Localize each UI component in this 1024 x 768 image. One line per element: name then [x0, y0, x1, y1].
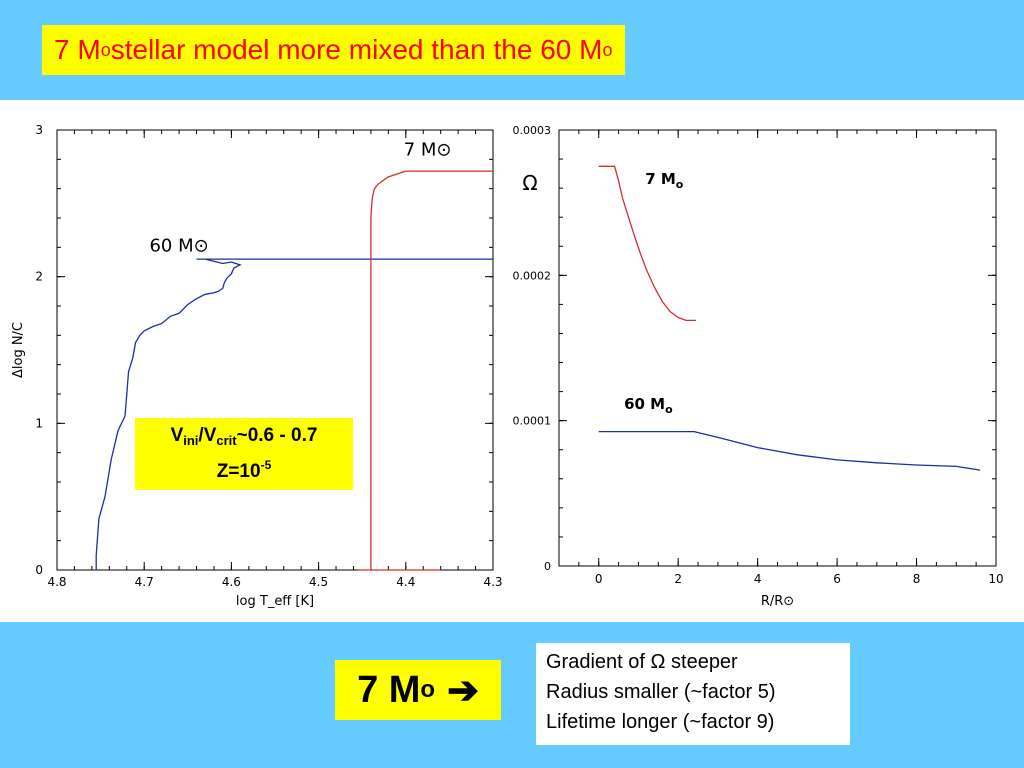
velocity-range: ~0.6 - 0.7 — [236, 425, 318, 446]
metallicity-base: Z=10 — [216, 461, 261, 482]
y-tick-label: 1 — [35, 416, 43, 430]
y-axis-label: Δlog N/C — [11, 322, 26, 378]
series-line — [357, 170, 493, 571]
y-tick-label: 0 — [35, 563, 43, 577]
label-7-mo: 7 Mo — [645, 170, 684, 191]
series-line — [95, 258, 493, 570]
notes-box: Gradient of Ω steeper Radius smaller (~f… — [536, 643, 850, 745]
x-tick-label: 4.5 — [309, 575, 328, 589]
x-axis-label: log T_eff [K] — [236, 594, 314, 609]
note-radius: Radius smaller (~factor 5) — [546, 681, 776, 703]
x-tick-label: 10 — [988, 572, 1003, 586]
x-tick-label: 4.3 — [483, 575, 502, 589]
x-tick-label: 4 — [754, 572, 762, 586]
x-tick-label: 2 — [674, 572, 682, 586]
series-line — [598, 430, 981, 471]
y-tick-label: 0.0003 — [513, 124, 552, 137]
y-tick-label: 3 — [35, 123, 43, 137]
mass-label: 7 M — [357, 668, 421, 711]
y-tick-label: 2 — [35, 270, 43, 284]
x-tick-label: 4.8 — [47, 575, 66, 589]
x-axis-label: R/R⊙ — [761, 594, 794, 609]
chart-panel: 4.8 4.7 4.6 4.5 4.4 4.3 0 1 2 3 log T_eff [K] Δlog … — [0, 100, 1024, 622]
x-tick-label: 4.7 — [135, 575, 154, 589]
omega-chart: 0 2 4 6 8 10 0 0.0001 0.0002 0.0003 R/R⊙ Ω 7 Mo 60 Mo — [513, 124, 1004, 609]
x-tick-label: 0 — [595, 572, 603, 586]
title-sub1: o — [100, 39, 111, 60]
right-arrow-icon: ➔ — [447, 669, 479, 712]
label-7-msun: 7 M⊙ — [404, 139, 452, 160]
bottom-band — [0, 622, 1024, 768]
title-mid: stellar model more mixed than the 60 M — [110, 34, 603, 65]
title-sub2: o — [602, 39, 613, 60]
metallicity: Z=10-5 — [217, 453, 272, 484]
title-prefix: 7 M — [54, 34, 101, 65]
series-line — [598, 165, 697, 322]
plot-frame — [56, 129, 494, 571]
v-ini-sub: ini — [183, 433, 199, 448]
y-tick-label: 0 — [544, 560, 551, 573]
omega-axis-label: Ω — [522, 171, 537, 195]
v-ini-letter: V — [170, 425, 184, 446]
nc-chart: 4.8 4.7 4.6 4.5 4.4 4.3 0 1 2 3 log T_eff [K] Δlog … — [11, 123, 503, 609]
note-lifetime: Lifetime longer (~factor 9) — [546, 711, 775, 733]
x-tick-label: 6 — [833, 572, 841, 586]
y-tick-label: 0.0002 — [513, 269, 552, 282]
v-crit-letter: /V — [198, 425, 217, 446]
label-60-mo: 60 Mo — [624, 395, 673, 416]
v-crit-sub: crit — [216, 433, 237, 448]
x-tick-label: 8 — [913, 572, 921, 586]
mass-sub: o — [420, 676, 436, 703]
note-gradient: Gradient of Ω steeper — [546, 651, 738, 673]
y-tick-label: 0.0001 — [513, 415, 552, 428]
velocity-ratio: Vini/Vcrit~0.6 - 0.7 — [171, 424, 318, 453]
x-tick-label: 4.6 — [222, 575, 241, 589]
plot-frame — [558, 129, 997, 567]
x-tick-label: 4.4 — [396, 575, 415, 589]
metallicity-exp: -5 — [260, 458, 272, 472]
velocity-label-box: Vini/Vcrit~0.6 - 0.7 Z=10-5 — [135, 418, 353, 490]
label-60-msun: 60 M⊙ — [149, 235, 208, 256]
